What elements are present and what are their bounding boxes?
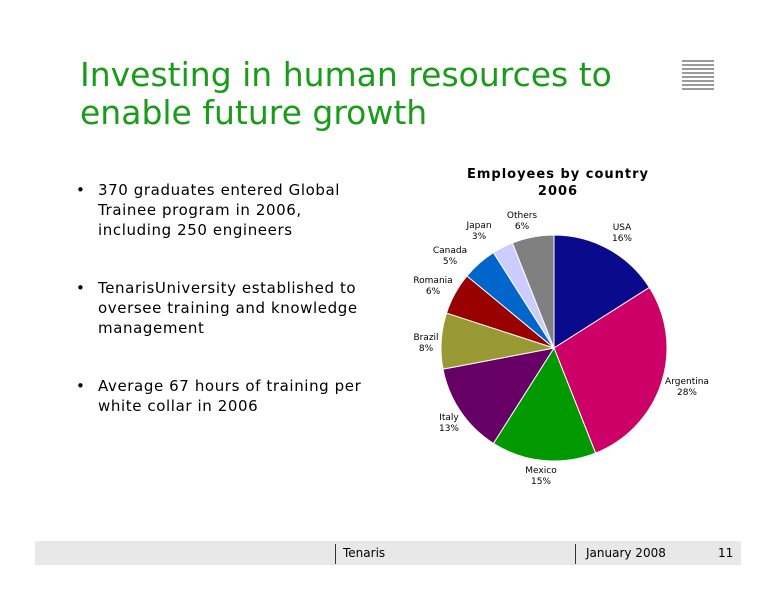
bullet-text: Average 67 hours of training per white c… [98,377,362,415]
footer-divider [575,544,576,564]
bullet-item: • 370 graduates entered Global Trainee p… [76,180,376,240]
slice-percent-canada: 5% [443,257,458,267]
footer-company: Tenaris [343,546,386,560]
footer-bar: Tenaris January 2008 11 [35,541,741,565]
bullet-item: • TenarisUniversity established to overs… [76,278,376,338]
bullet-text: 370 graduates entered Global Trainee pro… [98,181,341,239]
bullet-icon: • [76,181,86,199]
pie-slice-italy [442,347,556,445]
chart-title-line-2: 2006 [537,184,579,199]
pie-slice-mexico [492,346,597,462]
title-line-2: enable future growth [80,93,428,132]
pie-slice-usa [553,234,651,349]
footer-page-number: 11 [718,546,734,560]
slice-label-argentina: Argentina [665,377,709,387]
title-line-1: Investing in human resources to [80,55,612,94]
slice-label-usa: USA [613,223,632,233]
chart-title: Employees by country 2006 [430,166,686,200]
slice-percent-romania: 6% [426,287,441,297]
slice-label-romania: Romania [413,276,452,286]
slice-percent-argentina: 28% [677,388,697,398]
pie-slice-others [511,234,555,349]
slice-label-others: Others [507,211,538,221]
footer-divider [335,544,336,564]
footer-date: January 2008 [586,546,666,560]
slice-label-italy: Italy [439,413,459,423]
slice-percent-usa: 16% [612,234,632,244]
logo-lines-icon [682,60,714,90]
bullet-list: • 370 graduates entered Global Trainee p… [76,180,376,416]
bullet-icon: • [76,279,86,297]
pie-slice-argentina [553,286,668,454]
slice-label-mexico: Mexico [525,466,557,476]
slice-percent-others: 6% [515,222,530,232]
slice-percent-japan: 3% [472,232,487,242]
slice-label-brazil: Brazil [413,333,438,343]
slide-title: Investing in human resources to enable f… [80,56,640,132]
bullet-item: • Average 67 hours of training per white… [76,376,376,416]
slice-label-canada: Canada [433,246,467,256]
slice-percent-mexico: 15% [531,477,551,487]
bullet-text: TenarisUniversity established to oversee… [98,279,358,337]
slice-label-japan: Japan [465,221,491,231]
chart-title-line-1: Employees by country [466,167,650,182]
slice-percent-brazil: 8% [419,344,434,354]
slice-percent-italy: 13% [439,424,459,434]
bullet-icon: • [76,377,86,395]
